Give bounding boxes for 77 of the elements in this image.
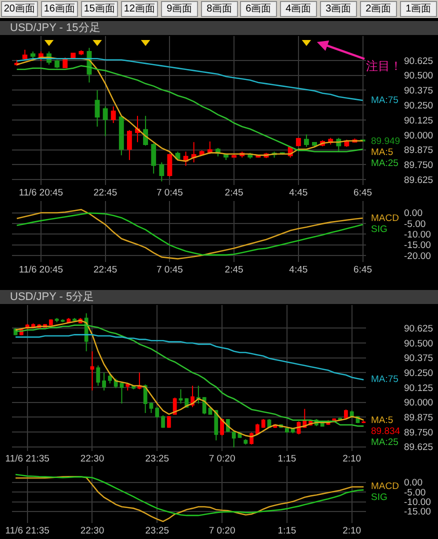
- series-label: MA:75: [371, 374, 398, 385]
- y-tick-label: 90.000: [404, 130, 434, 142]
- series-label: SIG: [371, 492, 388, 503]
- x-tick-label: 1:15: [278, 454, 296, 464]
- text: 1画面: [406, 4, 432, 14]
- x-tick-label: 22:30: [80, 526, 104, 536]
- y-tick-label: 90.625: [404, 56, 434, 67]
- text: 4画面: [286, 4, 312, 14]
- series-label: MA:5: [371, 147, 394, 158]
- y-tick-label: 90.250: [404, 368, 434, 379]
- y-tick-label: 90.500: [404, 338, 434, 350]
- y-tick-label: -5.00: [404, 218, 426, 230]
- x-tick-label: 1:15: [278, 526, 296, 536]
- x-tick-label: 11/6 21:35: [5, 454, 50, 464]
- annotation: 注目！: [366, 59, 402, 73]
- x-tick-label: 2:45: [224, 188, 244, 198]
- series-label: MA:5: [371, 415, 394, 426]
- y-tick-label: -20.00: [404, 250, 431, 262]
- text: 8画面: [206, 4, 232, 14]
- y-tick-label: 89.625: [404, 174, 434, 186]
- text: 89.949: [371, 136, 400, 147]
- x-tick-label: 7 0:45: [156, 188, 183, 198]
- y-tick-label: 90.375: [404, 86, 434, 97]
- text: 6画面: [246, 4, 272, 14]
- x-tick-label: 2:45: [224, 264, 244, 276]
- series-label: MA:25: [371, 437, 398, 448]
- text: 16画面: [44, 4, 75, 14]
- y-tick-label: 90.250: [404, 100, 434, 112]
- x-tick-label: 6:45: [354, 188, 372, 198]
- y-tick-label: 90.625: [404, 323, 434, 334]
- y-tick-label: 89.625: [404, 442, 434, 454]
- x-tick-label: 6:45: [354, 264, 372, 276]
- text: 12画面: [124, 4, 155, 14]
- x-tick-label: 7 0:20: [208, 454, 236, 464]
- text: 3画面: [326, 4, 352, 14]
- x-tick-label: 7 0:45: [156, 264, 183, 276]
- y-tick-label: 90.500: [404, 70, 434, 82]
- y-tick-label: -15.00: [404, 506, 431, 518]
- y-tick-label: 0.00: [404, 208, 422, 220]
- chart-title: USD/JPY - 5分足: [10, 291, 94, 303]
- y-tick-label: -10.00: [404, 230, 431, 241]
- y-tick-label: 89.750: [404, 160, 434, 172]
- series-label: MA:75: [371, 95, 398, 106]
- series-label: MA:25: [371, 158, 398, 169]
- x-tick-label: 7 0:20: [208, 526, 236, 536]
- x-tick-label: 4:45: [289, 264, 308, 276]
- y-tick-label: -10.00: [404, 497, 431, 508]
- y-tick-label: 90.375: [404, 353, 434, 364]
- x-tick-label: 22:45: [93, 264, 118, 276]
- x-tick-label: 22:45: [93, 188, 118, 198]
- x-tick-label: 2:10: [342, 526, 362, 536]
- text: 20画面: [4, 4, 35, 14]
- series-label: MACD: [371, 213, 400, 224]
- chart-title: USD/JPY - 15分足: [10, 22, 100, 34]
- x-tick-label: 11/6 20:45: [18, 188, 64, 198]
- y-tick-label: 90.000: [404, 398, 434, 409]
- text: 89.834: [371, 426, 400, 437]
- y-tick-label: -5.00: [404, 487, 426, 498]
- x-tick-label: 2:10: [342, 454, 362, 464]
- x-tick-label: 22:30: [80, 454, 104, 464]
- x-tick-label: 23:25: [145, 454, 170, 464]
- x-tick-label: 23:25: [145, 526, 170, 536]
- text: 9画面: [166, 4, 192, 14]
- series-label: SIG: [371, 224, 388, 235]
- x-tick-label: 11/6 21:35: [5, 526, 50, 536]
- y-tick-label: 0.00: [404, 478, 422, 489]
- x-tick-label: 4:45: [289, 188, 308, 198]
- y-tick-label: 89.875: [404, 412, 434, 424]
- x-tick-label: 11/6 20:45: [18, 264, 64, 276]
- y-tick-label: 89.750: [404, 427, 434, 438]
- text: 2画面: [366, 4, 392, 14]
- y-tick-label: 90.125: [404, 382, 434, 394]
- series-label: MACD: [371, 481, 400, 492]
- text: 15画面: [84, 4, 115, 14]
- y-tick-label: 89.875: [404, 145, 434, 156]
- y-tick-label: 90.125: [404, 115, 434, 126]
- y-tick-label: -15.00: [404, 240, 431, 252]
